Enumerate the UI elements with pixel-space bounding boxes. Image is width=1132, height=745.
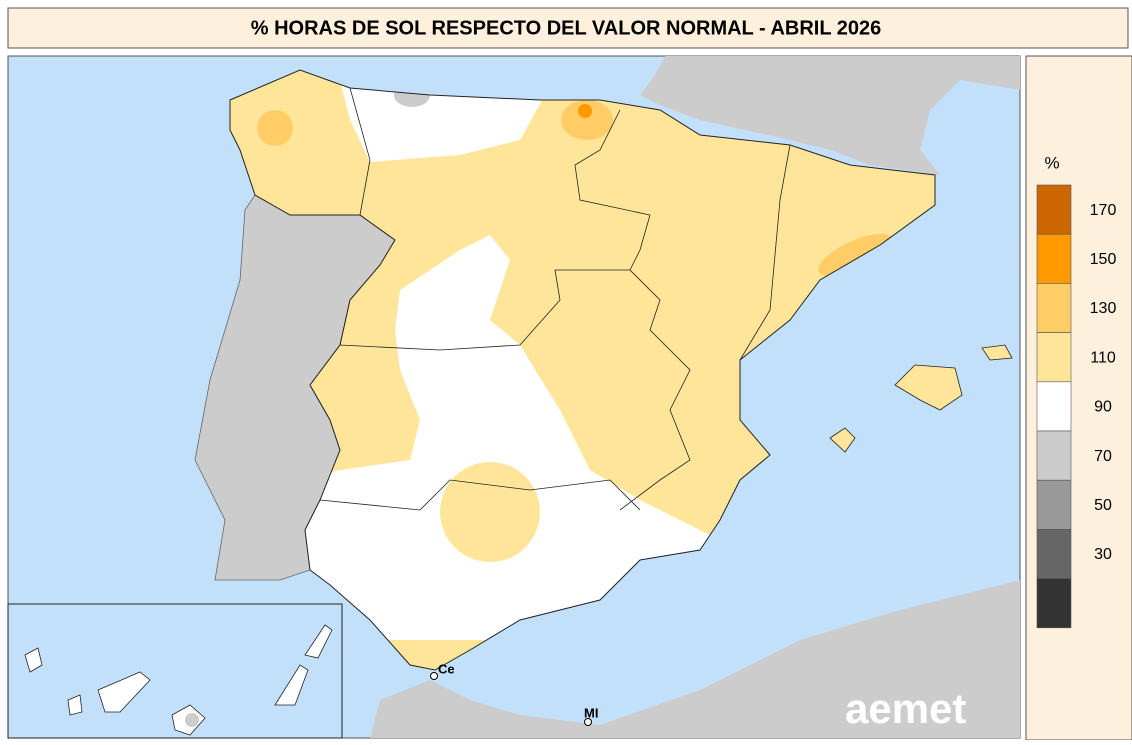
zone-150-170 <box>578 104 592 118</box>
region-border <box>339 269 630 351</box>
island <box>304 624 333 659</box>
legend-tick-label: 170 <box>1090 202 1117 219</box>
menorca <box>981 344 1013 361</box>
island <box>97 671 151 713</box>
island <box>274 664 309 706</box>
legend-swatch <box>1036 184 1072 235</box>
zone-130-150 <box>257 110 293 146</box>
legend-tick-label: 30 <box>1094 546 1112 563</box>
france <box>640 56 1020 175</box>
legend-swatch <box>1036 430 1072 481</box>
island <box>67 694 83 716</box>
zone-130-150 <box>818 233 892 277</box>
title-bar <box>7 7 1129 49</box>
spain-outline <box>229 69 936 671</box>
region-border <box>739 144 791 361</box>
africa <box>370 580 1020 738</box>
place-marker <box>584 718 592 726</box>
legend-swatch <box>1036 529 1072 579</box>
legend-swatch <box>1036 381 1072 432</box>
region-border <box>349 87 371 216</box>
zone-90-110 <box>290 235 720 640</box>
legend-tick-label: 50 <box>1094 497 1112 514</box>
title: % HORAS DE SOL RESPECTO DEL VALOR NORMAL… <box>251 17 881 39</box>
legend-swatch <box>1036 479 1072 530</box>
legend-swatch <box>1036 233 1072 284</box>
legend: 170 150 130 110 90 70 50 30 <box>1036 184 1117 629</box>
legend-swatch <box>1036 578 1072 629</box>
legend-swatch <box>1036 283 1072 333</box>
region-border <box>574 109 691 511</box>
legend-swatch <box>1036 332 1072 383</box>
place-label: Ce <box>438 661 455 676</box>
region-border <box>319 479 641 511</box>
place-marker <box>430 672 438 680</box>
legend-unit: % <box>1044 153 1059 172</box>
logo: aemet <box>845 685 966 732</box>
ibiza <box>829 427 856 453</box>
legend-tick-label: 90 <box>1094 399 1112 416</box>
place-label: MI <box>584 705 598 720</box>
zone-130-150 <box>561 100 613 140</box>
mallorca <box>894 364 963 411</box>
legend-tick-label: 130 <box>1090 300 1117 317</box>
legend-tick-label: 110 <box>1090 349 1116 366</box>
zone-110-130 <box>440 462 540 562</box>
zone-70-90 <box>185 713 199 727</box>
zone-90-110 <box>340 80 545 162</box>
island <box>24 647 43 673</box>
legend-tick-label: 70 <box>1094 448 1112 465</box>
legend-tick-label: 150 <box>1090 251 1117 268</box>
